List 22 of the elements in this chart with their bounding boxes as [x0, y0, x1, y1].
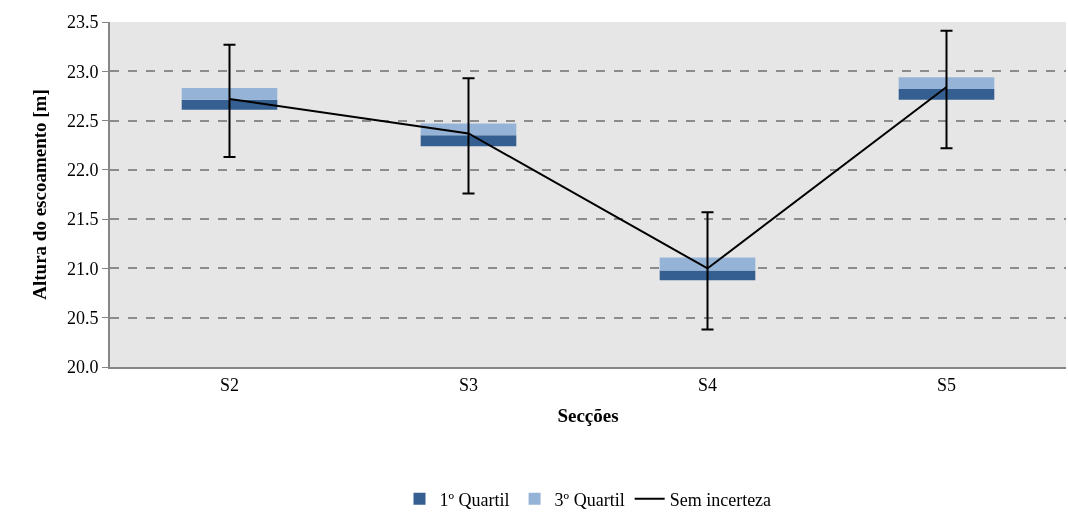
x-tick-label: S5 [936, 374, 957, 395]
bar [898, 77, 995, 90]
y-tick-label: 21.5 [66, 209, 99, 230]
y-tick-label: 23.0 [66, 61, 99, 82]
legend-label: 1º Quartil [439, 489, 510, 510]
y-tick-label: 20.5 [66, 308, 99, 329]
y-tick-label: 22.5 [66, 110, 99, 131]
bar [420, 135, 517, 147]
legend-label: 3º Quartil [554, 489, 625, 510]
x-tick-label: S3 [458, 374, 479, 395]
y-tick-label: 21.0 [66, 258, 99, 279]
bar [659, 270, 756, 281]
x-axis-title: Secções [557, 404, 619, 426]
y-tick-label: 20.0 [66, 357, 99, 378]
bar [898, 89, 995, 100]
y-axis-title: Altura do escoamento [m] [29, 89, 51, 300]
y-tick-label: 22.0 [66, 160, 99, 181]
x-tick-label: S4 [697, 374, 718, 395]
x-tick-label: S2 [219, 374, 240, 395]
legend-label: Sem incerteza [669, 489, 772, 510]
bar [181, 88, 278, 100]
y-tick-label: 23.5 [66, 12, 99, 33]
